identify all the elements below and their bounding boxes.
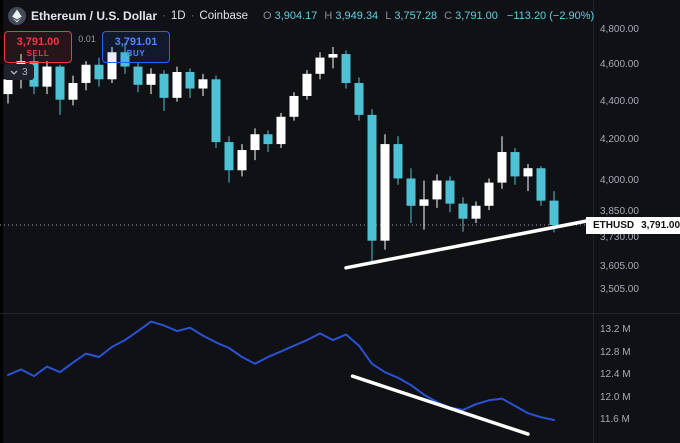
spread-value: 0.01 <box>78 34 96 44</box>
price-axis-label: 4,800.00 <box>600 23 639 35</box>
candle-body <box>250 134 260 151</box>
price-axis-label: 3,730.00 <box>600 232 639 244</box>
candle-body <box>211 79 221 143</box>
candle-body <box>237 150 247 171</box>
high-label: H <box>324 10 333 22</box>
candle-body <box>120 52 130 67</box>
price-axis-label: 4,600.00 <box>600 58 639 70</box>
candle-body <box>497 152 507 183</box>
symbol-title[interactable]: Ethereum / U.S. Dollar <box>31 9 158 23</box>
candle-body <box>81 64 91 83</box>
chart-header: Ethereum / U.S. Dollar · 1D · Coinbase O… <box>8 7 594 25</box>
candle-body <box>224 142 234 171</box>
title-separator: · <box>190 10 195 22</box>
candle-body <box>42 66 52 87</box>
buy-price: 3,791.01 <box>114 36 158 49</box>
candle-body <box>172 72 182 98</box>
pane-divider[interactable] <box>0 313 680 314</box>
buy-sell-widget: 3,791.00 SELL 0.01 3,791.01 BUY <box>4 31 170 63</box>
tag-symbol: ETHUSD <box>593 220 635 231</box>
exchange-button[interactable]: Coinbase <box>199 10 249 22</box>
volume-axis-label: 13.2 M <box>600 324 631 335</box>
ethereum-icon <box>8 7 26 25</box>
candle-body <box>341 54 351 83</box>
low-label: L <box>385 10 392 22</box>
candle-body <box>523 168 533 177</box>
candle-body <box>445 180 455 204</box>
candle-body <box>159 73 169 98</box>
price-axis-label: 3,605.00 <box>600 260 639 272</box>
candle-body <box>94 64 104 80</box>
objects-tree-badge[interactable]: 3 <box>4 64 34 80</box>
low-value: 3,757.28 <box>394 10 438 22</box>
price-axis-label: 4,200.00 <box>600 134 639 146</box>
open-value: 3,904.17 <box>274 10 318 22</box>
candle-body <box>55 66 65 100</box>
volume-axis-label: 11.6 M <box>600 414 630 425</box>
price-axis-label: 3,505.00 <box>600 283 639 295</box>
last-price-label: ETHUSD 3,791.00 <box>586 217 680 234</box>
buy-label: BUY <box>126 48 146 58</box>
close-value: 3,791.00 <box>455 10 498 22</box>
price-change: −113.20 (−2.90%) <box>506 10 595 22</box>
candle-body <box>380 144 390 241</box>
candle-body <box>133 66 143 85</box>
candle-body <box>276 116 286 145</box>
candle-body <box>406 178 416 206</box>
objects-count: 3 <box>22 66 28 78</box>
candle-body <box>432 180 442 200</box>
candle-body <box>393 144 403 179</box>
sell-button[interactable]: 3,791.00 SELL <box>4 31 72 63</box>
candle-body <box>367 114 377 241</box>
sell-label: SELL <box>26 48 50 58</box>
price-axis-label: 3,850.00 <box>600 206 639 218</box>
candle-body <box>198 79 208 89</box>
volume-axis-label: 12.0 M <box>600 391 631 403</box>
price-axis-label: 4,000.00 <box>600 174 639 186</box>
candle-body <box>536 168 546 201</box>
candle-body <box>354 82 364 115</box>
candle-body <box>289 95 299 117</box>
candle-body <box>68 82 78 100</box>
volume-axis-label: 12.4 M <box>600 369 631 380</box>
candle-body <box>302 73 312 96</box>
candle-body <box>328 54 338 58</box>
support-trendline[interactable] <box>344 218 595 270</box>
title-separator: · <box>162 10 166 22</box>
volume-ma-line <box>7 320 555 421</box>
candle-body <box>146 73 156 85</box>
price-axis-label: 4,400.00 <box>600 95 639 107</box>
candle-body <box>471 205 481 219</box>
interval-button[interactable]: 1D <box>170 10 186 22</box>
candle-body <box>419 199 429 206</box>
open-label: O <box>263 10 272 22</box>
candle-body <box>3 79 13 95</box>
candle-body <box>458 203 468 219</box>
volume-trendline[interactable] <box>350 374 530 436</box>
close-label: C <box>444 10 453 22</box>
chevron-down-icon <box>10 70 18 75</box>
candle-body <box>107 52 117 80</box>
candle-body <box>510 152 520 177</box>
ohlc-values: O 3,904.17 H 3,949.34 L 3,757.28 C 3,791… <box>259 10 498 22</box>
left-edge-strip <box>0 0 3 443</box>
candle-body <box>185 72 195 89</box>
candle-body <box>315 57 325 74</box>
buy-button[interactable]: 3,791.01 BUY <box>102 31 170 63</box>
tag-price: 3,791.00 <box>641 220 680 231</box>
high-value: 3,949.34 <box>335 10 379 22</box>
candlestick-series <box>3 43 559 261</box>
candle-body <box>484 182 494 206</box>
candle-body <box>549 200 559 225</box>
candle-body <box>29 61 39 87</box>
sell-price: 3,791.00 <box>16 36 60 49</box>
volume-axis-label: 12.8 M <box>600 346 631 358</box>
candle-body <box>263 134 273 145</box>
